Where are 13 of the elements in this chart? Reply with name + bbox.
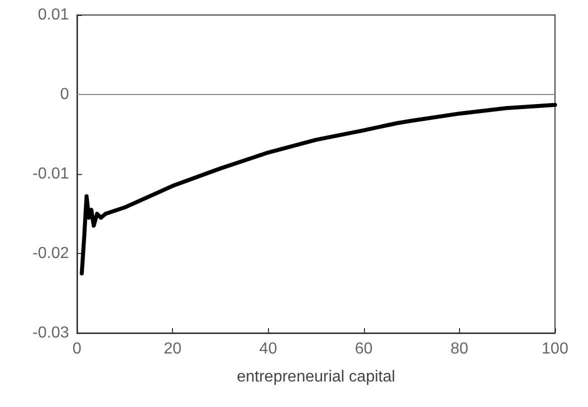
- line-series: [80, 102, 557, 276]
- x-tick-label: 80: [450, 340, 468, 358]
- x-tick-label: 20: [164, 340, 182, 358]
- y-tick-label: -0.03: [32, 324, 70, 342]
- y-tick-label: -0.02: [32, 245, 70, 262]
- x-axis-title: entrepreneurial capital: [236, 368, 396, 386]
- y-tick-label: 0: [60, 86, 70, 103]
- y-tick-label: 0.01: [38, 6, 70, 24]
- x-tick-label: 60: [354, 340, 373, 358]
- x-tick-label: 0: [72, 340, 82, 358]
- y-tick-label: -0.01: [32, 166, 70, 182]
- x-tick-label: 100: [542, 340, 568, 358]
- x-tick-label: 40: [259, 340, 278, 358]
